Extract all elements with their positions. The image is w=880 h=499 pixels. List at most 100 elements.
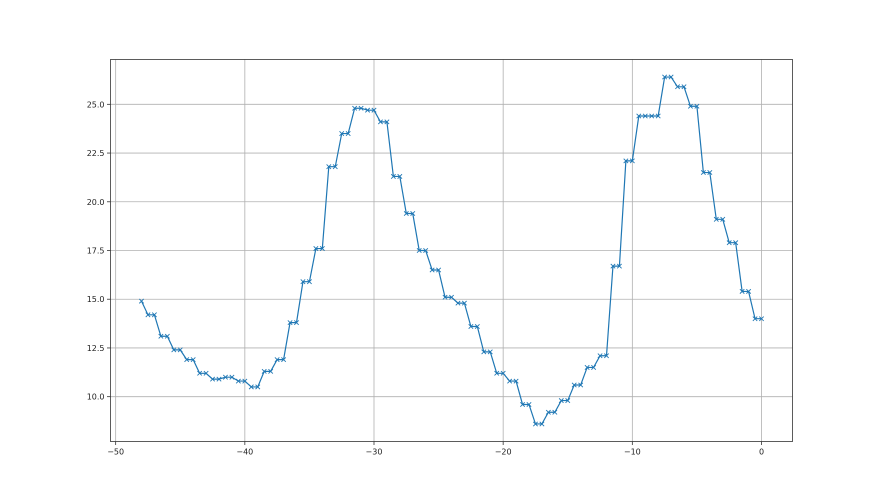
data-point-marker [300, 279, 306, 285]
data-point-marker [365, 107, 371, 113]
x-tick-label: −10 [624, 448, 641, 457]
data-point-marker [229, 374, 235, 380]
data-point-marker [662, 74, 668, 80]
data-point-marker [707, 170, 713, 176]
y-axis: 10.0 12.5 15.0 17.5 20.0 22.5 25.0 [87, 100, 111, 402]
data-point-marker [177, 347, 183, 353]
data-point-marker [597, 353, 603, 359]
data-point-marker [442, 294, 448, 300]
y-tick-label: 10.0 [87, 393, 105, 402]
data-point-marker [203, 370, 209, 376]
data-point-marker [222, 374, 228, 380]
data-point-marker [164, 333, 170, 339]
data-point-marker [500, 370, 506, 376]
y-tick-label: 15.0 [87, 295, 105, 304]
y-tick-label: 12.5 [87, 344, 105, 353]
data-point-marker [520, 401, 526, 407]
data-point-marker [255, 384, 261, 390]
y-tick-label: 17.5 [87, 247, 105, 256]
data-point-marker [752, 316, 758, 322]
data-point-marker [184, 357, 190, 363]
data-point-marker [616, 263, 622, 269]
data-point-marker [655, 113, 661, 119]
data-point-marker [358, 105, 364, 111]
data-point-marker [526, 401, 532, 407]
data-point-marker [384, 119, 390, 125]
data-point-marker [345, 131, 351, 137]
data-point-marker [610, 263, 616, 269]
data-point-marker [436, 267, 442, 273]
data-point-marker [210, 376, 216, 382]
data-point-marker [578, 382, 584, 388]
data-point-marker [675, 84, 681, 90]
data-point-marker [371, 107, 377, 113]
data-point-marker [558, 398, 564, 404]
data-point-marker [287, 320, 293, 326]
data-point-marker [235, 378, 241, 384]
x-tick-label: −30 [366, 448, 383, 457]
data-point-marker [138, 298, 145, 304]
data-point-marker [726, 240, 732, 246]
data-point-marker [197, 370, 203, 376]
data-point-marker [416, 247, 422, 254]
data-point-marker [268, 368, 274, 374]
data-point-marker [532, 421, 538, 427]
data-point-marker [455, 300, 461, 306]
data-point-marker [306, 279, 312, 285]
data-point-marker [720, 216, 726, 222]
data-point-marker [171, 347, 177, 353]
data-point-marker [513, 378, 519, 384]
data-point-marker [313, 246, 319, 252]
x-tick-label: −20 [495, 448, 512, 457]
data-point-marker [390, 173, 396, 179]
data-point-marker [339, 131, 345, 137]
data-point-marker [746, 288, 752, 294]
data-point-marker [403, 210, 409, 216]
data-point-marker [507, 378, 513, 384]
data-point-marker [461, 300, 467, 306]
data-point-marker [694, 103, 700, 109]
y-tick-label: 25.0 [87, 100, 105, 109]
data-point-marker [642, 113, 648, 119]
data-point-marker [668, 74, 674, 80]
data-point-marker [158, 333, 164, 339]
data-point-marker [293, 320, 300, 326]
data-point-marker [248, 384, 254, 390]
data-point-marker [190, 357, 196, 363]
data-point-marker [145, 312, 151, 318]
data-point-marker [261, 368, 267, 374]
data-point-marker [649, 113, 655, 119]
data-point-marker [448, 294, 455, 300]
data-point-marker [629, 158, 635, 164]
y-tick-label: 22.5 [87, 149, 105, 158]
data-point-marker [352, 105, 358, 111]
data-point-marker [410, 210, 416, 216]
data-point-marker [468, 323, 474, 330]
data-point-marker [326, 164, 332, 170]
x-tick-label: 0 [759, 448, 764, 457]
data-point-marker [733, 240, 739, 246]
data-point-marker [623, 158, 629, 164]
data-point-marker [713, 216, 719, 222]
x-axis: −50 −40 −30 −20 −10 0 [107, 441, 764, 457]
y-tick-label: 20.0 [87, 198, 105, 207]
data-point-marker [539, 421, 545, 427]
data-point-marker [397, 173, 403, 179]
data-point-marker [494, 370, 500, 376]
data-point-marker [429, 267, 435, 273]
data-point-marker [242, 378, 248, 384]
data-point-marker [481, 349, 487, 355]
data-point-marker [216, 376, 222, 382]
grid [110, 59, 793, 442]
data-point-marker [552, 409, 558, 415]
data-point-marker [739, 288, 745, 294]
data-point-marker [545, 409, 551, 415]
data-point-marker [681, 84, 687, 90]
data-point-marker [474, 323, 480, 330]
data-point-marker [319, 246, 325, 252]
data-point-marker [487, 349, 493, 355]
data-point-marker [565, 398, 571, 404]
data-point-marker [758, 316, 765, 322]
